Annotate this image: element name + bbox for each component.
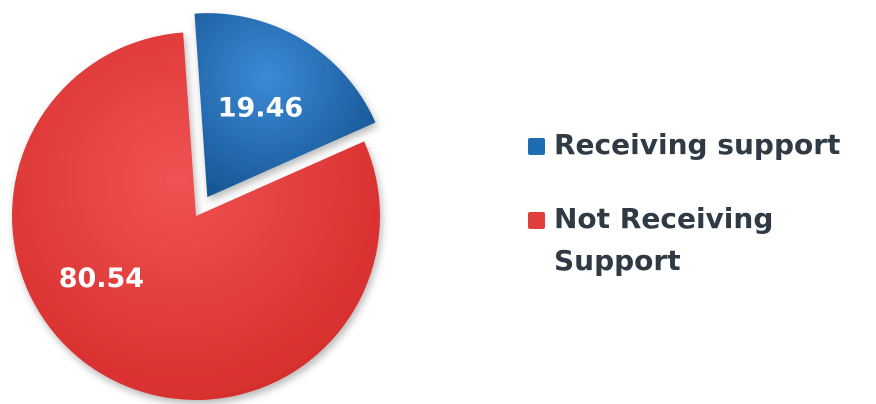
pie-slice-receiving-support [194, 13, 376, 198]
legend: Receiving support Not Receiving Support [528, 124, 873, 314]
legend-swatch-not-receiving-support [528, 212, 545, 229]
legend-label-receiving-support: Receiving support [554, 128, 841, 161]
data-label-receiving-support: 19.46 [218, 92, 303, 123]
legend-item-receiving-support: Receiving support [528, 124, 873, 166]
data-label-not-receiving-support: 80.54 [59, 263, 144, 294]
legend-label-not-receiving-support: Not Receiving Support [554, 202, 774, 277]
legend-swatch-receiving-support [528, 138, 545, 155]
pie-slice-not-receiving-support [12, 32, 380, 401]
legend-item-not-receiving-support: Not Receiving Support [528, 198, 873, 282]
